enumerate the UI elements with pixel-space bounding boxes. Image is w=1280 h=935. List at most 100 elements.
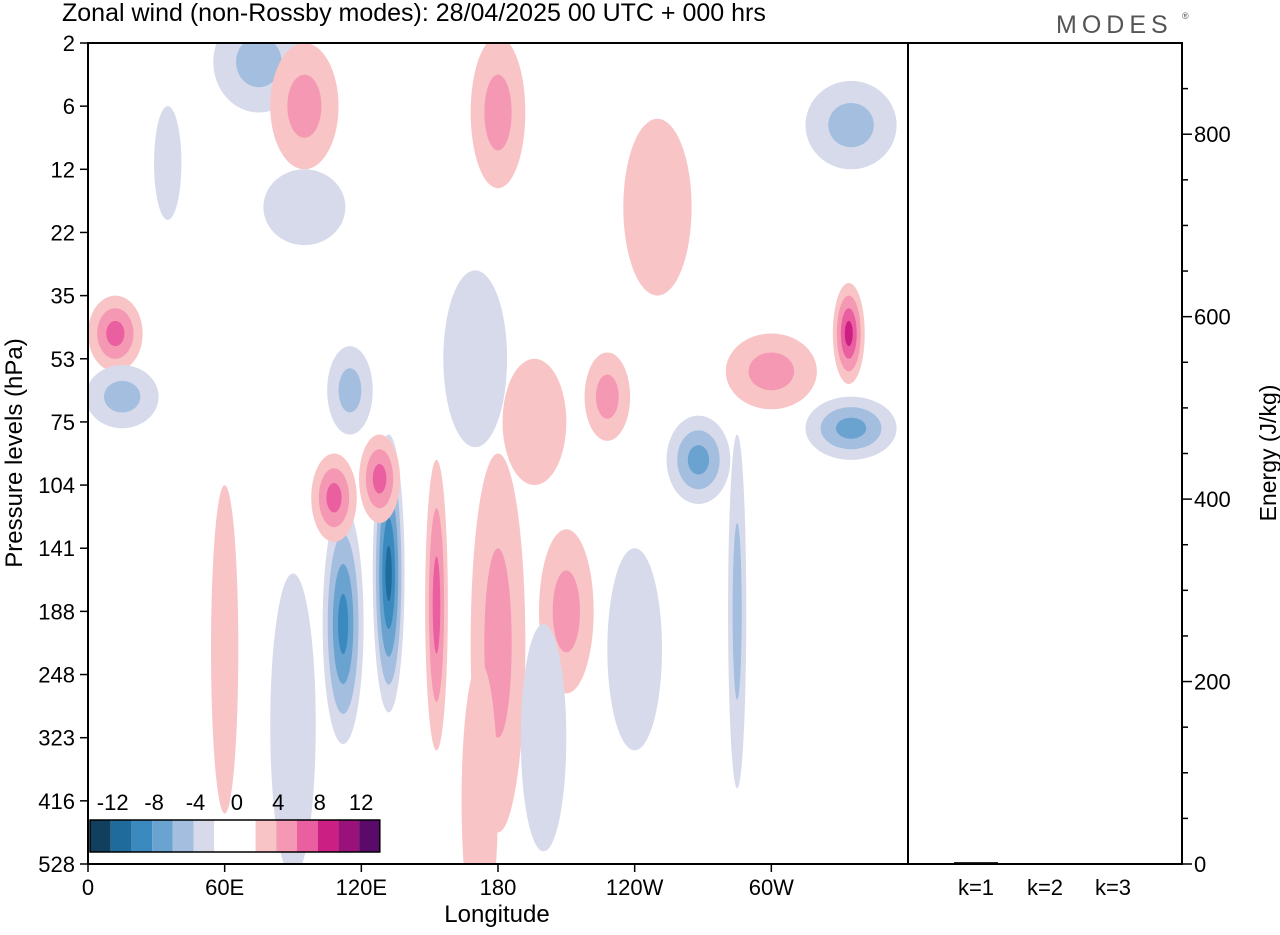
longitude-axis: 0 60E 120E 180 120W 60W <box>82 864 794 900</box>
contour-level <box>502 358 567 486</box>
contour-level <box>607 548 663 751</box>
y-tick-label: 2 <box>63 31 75 56</box>
colorbar-label: 0 <box>231 790 243 815</box>
contour-level <box>287 74 322 138</box>
y-axis-label: Pressure levels (hPa) <box>1 338 28 567</box>
contour-level <box>595 374 619 419</box>
contour-level <box>432 556 441 654</box>
y-tick-label: 6 <box>63 94 75 119</box>
wind-anomaly-blob <box>470 43 526 189</box>
energy-tick-label: 800 <box>1194 122 1231 147</box>
contour-level <box>263 169 346 246</box>
colorbar-swatch <box>110 820 132 852</box>
colorbar-swatch <box>255 820 277 852</box>
colorbar-label: -12 <box>97 790 129 815</box>
y-tick-label: 188 <box>38 599 75 624</box>
contour-level <box>748 352 795 391</box>
colorbar-label: -8 <box>144 790 164 815</box>
colorbar-swatch <box>338 820 360 852</box>
energy-category-label: k=1 <box>958 875 994 900</box>
contour-level <box>103 380 141 413</box>
wind-anomaly-blob <box>502 358 567 486</box>
energy-plot-frame <box>907 42 1183 865</box>
wind-anomaly-blob <box>311 453 357 542</box>
colorbar-swatch <box>131 820 153 852</box>
y-tick-label: 22 <box>51 220 75 245</box>
contour-level <box>211 485 239 814</box>
colorbar-swatch <box>214 820 235 852</box>
chart-title: Zonal wind (non-Rossby modes): 28/04/202… <box>62 0 766 27</box>
contour-level <box>552 570 580 653</box>
contour-level <box>828 102 874 148</box>
contour-level <box>484 74 512 151</box>
y-tick-label: 35 <box>51 284 75 309</box>
wind-anomaly-blob <box>728 434 747 789</box>
colorbar-frame <box>89 819 381 853</box>
colorbar-swatch <box>90 820 111 852</box>
contour-level <box>326 482 342 513</box>
contour-level <box>623 118 692 296</box>
energy-tick-label: 200 <box>1194 670 1231 695</box>
y-tick-label: 53 <box>51 347 75 372</box>
energy-bars: k=1 k=2 k=3 <box>954 862 1135 900</box>
colorbar-label: -4 <box>186 790 206 815</box>
wind-anomaly-blob <box>461 661 498 864</box>
colorbar-label: 12 <box>349 790 373 815</box>
x-tick-label: 120E <box>336 875 387 900</box>
contour-level <box>443 270 508 448</box>
contour-level <box>461 661 498 864</box>
colorbar: -12 -8 -4 0 4 8 12 <box>89 790 381 853</box>
colorbar-swatch <box>234 820 256 852</box>
wind-anomaly-blob <box>263 169 346 246</box>
modes-logo: MODES <box>1056 11 1173 39</box>
energy-axis-label: Energy (J/kg) <box>1255 385 1280 522</box>
x-tick-label: 180 <box>480 875 517 900</box>
contour-level <box>337 594 349 655</box>
contour-level <box>106 320 125 347</box>
wind-anomaly-blob <box>607 548 663 751</box>
wind-anomaly-blob <box>623 118 692 296</box>
y-tick-label: 141 <box>38 536 75 561</box>
wind-anomaly-blob <box>270 573 316 864</box>
y-tick-label: 12 <box>51 157 75 182</box>
wind-anomaly-blob <box>425 459 448 751</box>
wind-anomaly-blob <box>725 333 817 410</box>
contour-level <box>732 522 742 700</box>
colorbar-swatch <box>359 820 380 852</box>
contour-level <box>484 548 512 738</box>
colorbar-label: 4 <box>272 790 284 815</box>
x-tick-label: 0 <box>82 875 94 900</box>
wind-anomaly-blob <box>270 43 339 170</box>
colorbar-swatch <box>317 820 339 852</box>
wind-anomaly-blob <box>832 282 865 385</box>
y-tick-label: 75 <box>51 410 75 435</box>
contour-level <box>154 106 182 220</box>
contour-level <box>687 445 710 475</box>
wind-anomaly-blob <box>327 346 373 435</box>
wind-anomaly-blob <box>805 80 897 170</box>
wind-anomaly-blob <box>154 106 182 220</box>
wind-anomaly-blob <box>211 485 239 814</box>
wind-anomaly-blob <box>666 415 731 505</box>
pressure-axis: 2 6 12 22 35 53 75 104 141 188 248 323 416 528 <box>38 31 88 877</box>
heatmap-field <box>88 43 897 864</box>
x-tick-label: 60W <box>749 875 794 900</box>
contour-level <box>520 624 567 852</box>
colorbar-swatch <box>276 820 297 852</box>
energy-tick-label: 600 <box>1194 305 1231 330</box>
contour-level <box>844 320 853 347</box>
contour-level <box>338 368 362 413</box>
wind-anomaly-blob <box>322 504 364 745</box>
energy-axis: 0 200 400 600 800 <box>1182 87 1231 877</box>
x-tick-label: 60E <box>205 875 244 900</box>
y-tick-label: 416 <box>38 789 75 814</box>
colorbar-swatch <box>152 820 173 852</box>
energy-bar <box>1023 863 1067 865</box>
y-tick-label: 528 <box>38 852 75 877</box>
colorbar-label: 8 <box>314 790 326 815</box>
wind-anomaly-blob <box>443 270 508 448</box>
colorbar-swatch <box>172 820 194 852</box>
energy-bar <box>954 862 998 864</box>
x-axis-label: Longitude <box>444 901 549 928</box>
